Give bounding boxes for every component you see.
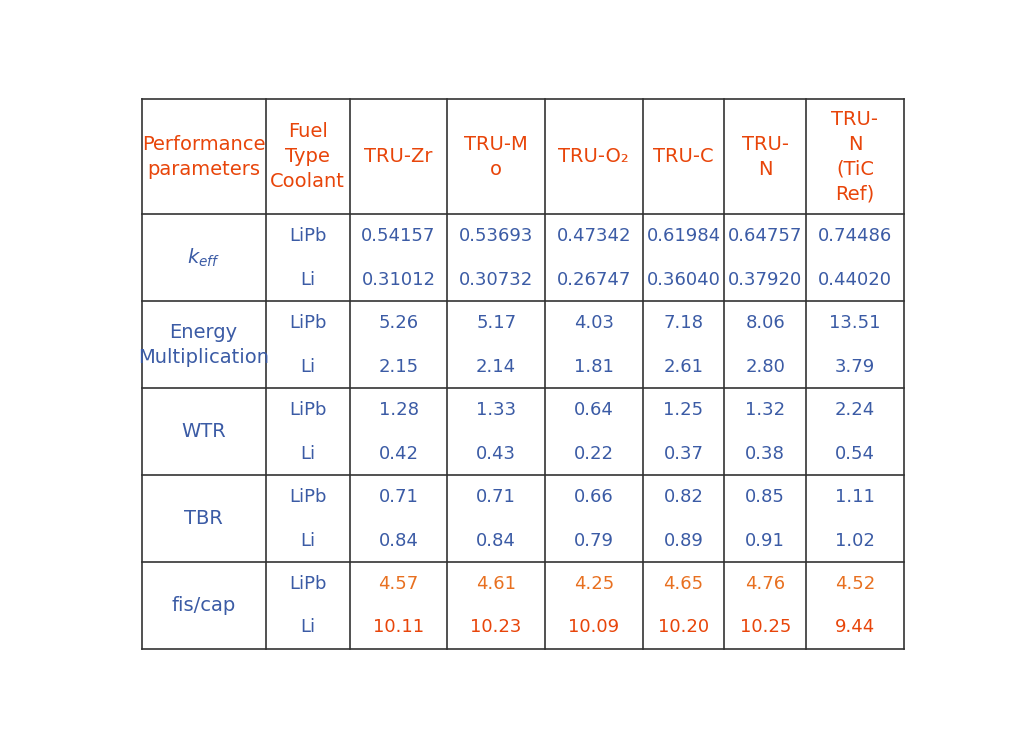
Text: 0.71: 0.71 xyxy=(378,488,418,506)
Text: 1.02: 1.02 xyxy=(835,531,874,550)
Text: WTR: WTR xyxy=(181,422,226,442)
Text: 0.47342: 0.47342 xyxy=(556,227,631,245)
Text: fis/cap: fis/cap xyxy=(171,597,235,615)
Text: 10.20: 10.20 xyxy=(657,619,708,637)
Text: 0.89: 0.89 xyxy=(663,531,703,550)
Text: 4.52: 4.52 xyxy=(834,575,874,593)
Text: $k_{eff}$: $k_{eff}$ xyxy=(186,247,220,269)
Text: 0.54: 0.54 xyxy=(835,445,874,462)
Text: LiPb: LiPb xyxy=(288,575,326,593)
Text: 0.31012: 0.31012 xyxy=(361,270,435,289)
Text: 10.09: 10.09 xyxy=(568,619,619,637)
Text: 4.61: 4.61 xyxy=(476,575,516,593)
Text: LiPb: LiPb xyxy=(288,401,326,419)
Text: 0.91: 0.91 xyxy=(745,531,785,550)
Text: Li: Li xyxy=(300,270,315,289)
Text: 0.66: 0.66 xyxy=(574,488,613,506)
Text: 2.15: 2.15 xyxy=(378,358,418,376)
Text: 4.76: 4.76 xyxy=(745,575,785,593)
Text: TBR: TBR xyxy=(184,509,223,528)
Text: 0.64: 0.64 xyxy=(574,401,613,419)
Text: TRU-O₂: TRU-O₂ xyxy=(557,147,629,166)
Text: 5.26: 5.26 xyxy=(378,314,418,332)
Text: TRU-Zr: TRU-Zr xyxy=(364,147,432,166)
Text: 8.06: 8.06 xyxy=(745,314,785,332)
Text: LiPb: LiPb xyxy=(288,227,326,245)
Text: 0.37920: 0.37920 xyxy=(728,270,802,289)
Text: 4.25: 4.25 xyxy=(573,575,613,593)
Text: 0.74486: 0.74486 xyxy=(817,227,892,245)
Text: 0.30732: 0.30732 xyxy=(459,270,533,289)
Text: Li: Li xyxy=(300,445,315,462)
Text: 0.79: 0.79 xyxy=(574,531,613,550)
Text: 0.84: 0.84 xyxy=(476,531,516,550)
Text: 3.79: 3.79 xyxy=(834,358,874,376)
Text: 0.36040: 0.36040 xyxy=(646,270,719,289)
Text: Li: Li xyxy=(300,531,315,550)
Text: 4.57: 4.57 xyxy=(378,575,418,593)
Text: 0.37: 0.37 xyxy=(662,445,703,462)
Text: 0.22: 0.22 xyxy=(574,445,613,462)
Text: 1.33: 1.33 xyxy=(476,401,516,419)
Text: 0.85: 0.85 xyxy=(745,488,785,506)
Text: 0.64757: 0.64757 xyxy=(728,227,802,245)
Text: 7.18: 7.18 xyxy=(662,314,703,332)
Text: 0.71: 0.71 xyxy=(476,488,516,506)
Text: 1.28: 1.28 xyxy=(378,401,418,419)
Text: 4.65: 4.65 xyxy=(662,575,703,593)
Text: 13.51: 13.51 xyxy=(828,314,879,332)
Text: TRU-
N
(TiC
Ref): TRU- N (TiC Ref) xyxy=(830,110,877,204)
Text: 0.54157: 0.54157 xyxy=(361,227,435,245)
Text: Li: Li xyxy=(300,619,315,637)
Text: 5.17: 5.17 xyxy=(476,314,516,332)
Text: TRU-
N: TRU- N xyxy=(741,135,788,179)
Text: 1.11: 1.11 xyxy=(835,488,874,506)
Text: 1.25: 1.25 xyxy=(662,401,703,419)
Text: 4.03: 4.03 xyxy=(574,314,613,332)
Text: 10.11: 10.11 xyxy=(373,619,424,637)
Text: 0.43: 0.43 xyxy=(476,445,516,462)
Text: 10.25: 10.25 xyxy=(739,619,790,637)
Text: 1.32: 1.32 xyxy=(745,401,785,419)
Text: 0.26747: 0.26747 xyxy=(556,270,631,289)
Text: 0.82: 0.82 xyxy=(663,488,703,506)
Text: Energy
Multiplication: Energy Multiplication xyxy=(138,323,269,367)
Text: 2.61: 2.61 xyxy=(662,358,703,376)
Text: LiPb: LiPb xyxy=(288,488,326,506)
Text: LiPb: LiPb xyxy=(288,314,326,332)
Text: 0.42: 0.42 xyxy=(378,445,418,462)
Text: 2.14: 2.14 xyxy=(476,358,516,376)
Text: 0.84: 0.84 xyxy=(378,531,418,550)
Text: 10.23: 10.23 xyxy=(470,619,522,637)
Text: 2.24: 2.24 xyxy=(834,401,874,419)
Text: TRU-M
o: TRU-M o xyxy=(464,135,528,179)
Text: 9.44: 9.44 xyxy=(834,619,874,637)
Text: Li: Li xyxy=(300,358,315,376)
Text: 0.44020: 0.44020 xyxy=(817,270,891,289)
Text: 0.61984: 0.61984 xyxy=(646,227,719,245)
Text: 0.38: 0.38 xyxy=(745,445,785,462)
Text: 0.53693: 0.53693 xyxy=(459,227,533,245)
Text: TRU-C: TRU-C xyxy=(652,147,713,166)
Text: 2.80: 2.80 xyxy=(745,358,785,376)
Text: Performance
parameters: Performance parameters xyxy=(142,135,265,179)
Text: Fuel
Type
Coolant: Fuel Type Coolant xyxy=(270,122,344,191)
Text: 1.81: 1.81 xyxy=(574,358,613,376)
